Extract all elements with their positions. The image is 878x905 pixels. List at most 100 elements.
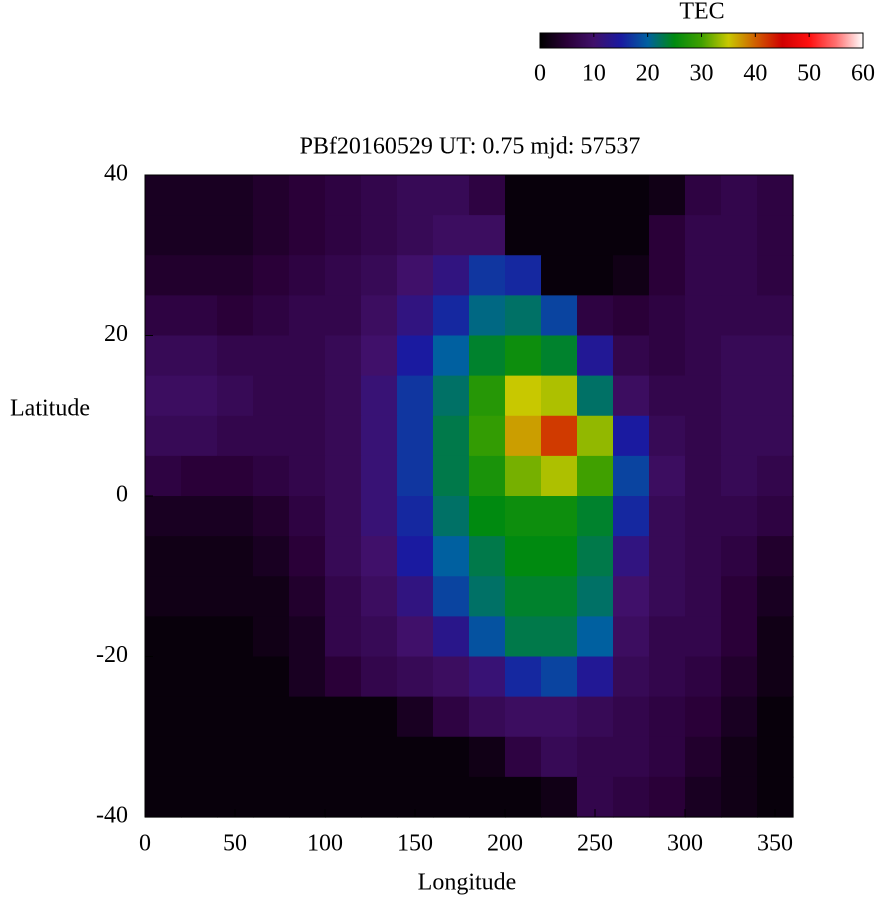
heatmap-cell [253, 215, 290, 256]
heatmap-cell [541, 255, 578, 296]
heatmap-cell [757, 736, 794, 778]
heatmap-cell [757, 536, 794, 577]
heatmap-cell [325, 496, 362, 537]
heatmap-cell [181, 255, 218, 296]
heatmap-cell [541, 375, 578, 417]
heatmap-cell [469, 736, 506, 778]
heatmap-cell [505, 576, 542, 617]
heatmap-cell [361, 656, 398, 698]
heatmap-cell [685, 776, 722, 818]
heatmap-cell [181, 616, 218, 658]
heatmap-cell [433, 255, 470, 296]
heatmap-cell [649, 696, 686, 738]
heatmap-cell [433, 736, 470, 778]
heatmap-cell [145, 496, 182, 537]
heatmap-cell [433, 616, 470, 658]
heatmap-cell [325, 776, 362, 818]
heatmap-cell [505, 616, 542, 658]
x-tick-label: 350 [757, 831, 793, 857]
heatmap-cell [325, 455, 362, 497]
x-axis-label: Longitude [418, 870, 517, 896]
heatmap-cell [289, 375, 326, 417]
heatmap-cell [649, 335, 686, 377]
heatmap-cell [145, 696, 182, 738]
heatmap-cell [505, 736, 542, 778]
heatmap-cell [757, 335, 794, 377]
heatmap-cell [577, 415, 614, 457]
heatmap-cell [541, 656, 578, 698]
heatmap-cell [397, 375, 434, 417]
heatmap-cell [217, 616, 254, 658]
heatmap-cell [217, 215, 254, 256]
heatmap-cell [325, 335, 362, 377]
heatmap-cell [181, 215, 218, 256]
heatmap-cell [397, 415, 434, 457]
heatmap-cell [145, 536, 182, 577]
heatmap-cell [613, 295, 650, 337]
heatmap-cell [289, 656, 326, 698]
heatmap-cell [289, 175, 326, 216]
heatmap-cell [253, 736, 290, 778]
heatmap-cell [577, 656, 614, 698]
heatmap-cell [649, 295, 686, 337]
heatmap-cell [289, 335, 326, 377]
heatmap-cell [397, 736, 434, 778]
heatmap-cell [253, 696, 290, 738]
heatmap-cell [433, 496, 470, 537]
heatmap-cell [361, 776, 398, 818]
heatmap-cell [217, 736, 254, 778]
heatmap-cell [541, 175, 578, 216]
heatmap-cell [433, 415, 470, 457]
heatmap-cell [649, 215, 686, 256]
heatmap-cell [721, 536, 758, 577]
colorbar-title: TEC [679, 0, 724, 25]
heatmap-cell [181, 496, 218, 537]
x-tick-label: 50 [223, 831, 247, 857]
heatmap-cell [433, 776, 470, 818]
heatmap-cell [757, 455, 794, 497]
heatmap-cell [145, 215, 182, 256]
heatmap-cell [145, 335, 182, 377]
heatmap-cell [325, 656, 362, 698]
heatmap-cell [469, 415, 506, 457]
heatmap-cell [181, 455, 218, 497]
heatmap-cell [757, 215, 794, 256]
heatmap-cell [685, 215, 722, 256]
heatmap-cell [613, 175, 650, 216]
heatmap-cell [181, 536, 218, 577]
y-axis-label: Latitude [10, 396, 90, 422]
heatmap-cell [469, 696, 506, 738]
heatmap-cell [721, 576, 758, 617]
heatmap-cell [217, 656, 254, 698]
heatmap-cell [613, 656, 650, 698]
heatmap-cell [649, 175, 686, 216]
heatmap-cell [505, 496, 542, 537]
heatmap-cell [613, 776, 650, 818]
heatmap-cell [253, 776, 290, 818]
heatmap-cell [613, 616, 650, 658]
y-tick-label: -40 [96, 803, 128, 829]
heatmap-cell [757, 295, 794, 337]
heatmap-cell [433, 576, 470, 617]
heatmap-cell [649, 536, 686, 577]
heatmap-cell [469, 335, 506, 377]
heatmap-cell [469, 215, 506, 256]
heatmap-cell [541, 496, 578, 537]
heatmap-cell [217, 255, 254, 296]
y-tick-label: 0 [116, 482, 128, 508]
heatmap-cell [361, 255, 398, 296]
heatmap-cell [181, 375, 218, 417]
heatmap-cell [541, 536, 578, 577]
colorbar-tick-label: 50 [797, 61, 821, 87]
heatmap-cell [181, 736, 218, 778]
heatmap-cell [181, 776, 218, 818]
heatmap-cell [217, 536, 254, 577]
heatmap-cell [685, 255, 722, 296]
heatmap-cell [577, 496, 614, 537]
heatmap-cell [649, 415, 686, 457]
heatmap-cell [577, 255, 614, 296]
heatmap-cell [217, 496, 254, 537]
heatmap-cell [217, 415, 254, 457]
heatmap-cell [469, 776, 506, 818]
heatmap-cell [721, 295, 758, 337]
